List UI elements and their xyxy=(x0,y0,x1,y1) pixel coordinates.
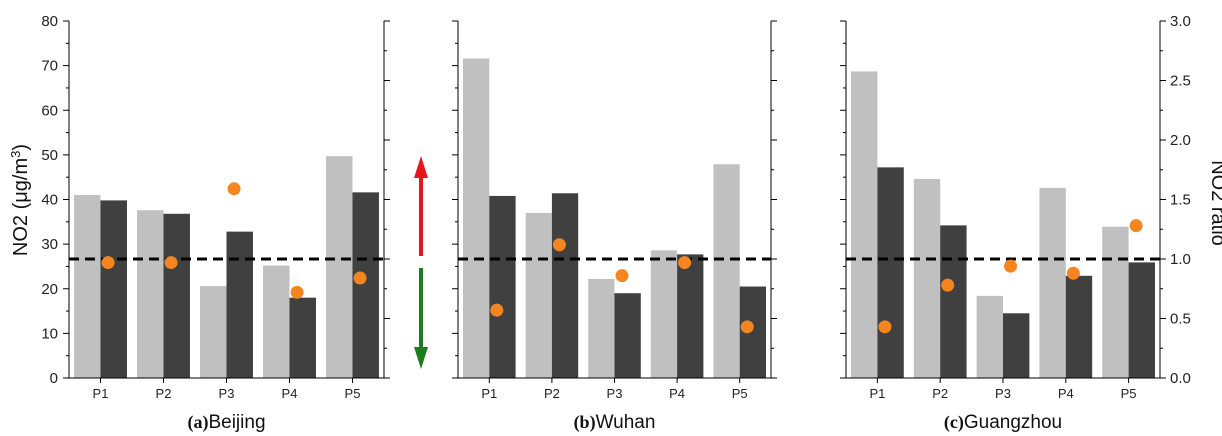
left-tick-label: 80 xyxy=(41,13,58,30)
x-tick-label: P5 xyxy=(345,386,361,401)
ratio-dot xyxy=(227,182,241,196)
right-tick-label: 0.5 xyxy=(1170,311,1191,328)
x-tick-label: P3 xyxy=(995,386,1011,401)
right-tick-label: 2.5 xyxy=(1170,73,1191,90)
panel-caption-city: Beijing xyxy=(208,412,265,433)
left-tick-label: 60 xyxy=(41,102,58,119)
x-tick-label: P2 xyxy=(544,386,560,401)
panel-guangzhou: P1 P2 P3 P4 P5 (c)Guangzhou xyxy=(840,20,1166,433)
panel-beijing: P1 P2 P3 P4 P5 (a)Beijing xyxy=(63,20,390,433)
right-tick-label: 1.5 xyxy=(1170,192,1191,209)
x-tick-label: P2 xyxy=(932,386,948,401)
x-tick-label: P1 xyxy=(93,386,109,401)
x-tick-label: P4 xyxy=(1058,386,1074,401)
ratio-dot xyxy=(490,303,504,317)
panel-caption: (c)Guangzhou xyxy=(944,412,1062,433)
ratio-dot xyxy=(1004,259,1018,273)
bar-dark xyxy=(352,192,379,378)
right-tick-label: 3.0 xyxy=(1170,13,1191,30)
bar-light xyxy=(1102,226,1129,378)
left-tick-label: 30 xyxy=(41,236,58,253)
x-tick-label: P3 xyxy=(219,386,235,401)
bar-dark xyxy=(1065,275,1093,378)
left-tick-label: 10 xyxy=(41,325,58,342)
bar-dark xyxy=(163,213,190,378)
bar-light xyxy=(1039,187,1066,378)
left-axis-title: NO2 (μg/m3) xyxy=(8,144,33,256)
ratio-dot xyxy=(290,285,304,299)
bar-light xyxy=(137,210,164,378)
ratio-dot xyxy=(353,271,367,285)
ratio-dot xyxy=(1129,219,1143,233)
bar-light xyxy=(913,178,941,378)
left-tick-label: 20 xyxy=(41,281,58,298)
x-tick-label: P2 xyxy=(156,386,172,401)
bar-light xyxy=(525,212,552,378)
x-tick-label: P1 xyxy=(869,386,885,401)
panel-caption: (a)Beijing xyxy=(187,412,265,433)
bar-dark xyxy=(940,225,967,378)
panel-caption: (b)Wuhan xyxy=(574,412,656,433)
panel-caption-city: Wuhan xyxy=(596,412,656,433)
ratio-dot xyxy=(101,256,115,270)
arrow-down-head xyxy=(414,347,428,369)
x-tick-label: P4 xyxy=(669,386,685,401)
ratio-dot xyxy=(740,320,754,334)
bar-dark xyxy=(551,193,579,378)
bar-light xyxy=(588,278,615,378)
arrow-up-head xyxy=(414,156,428,178)
bar-dark xyxy=(614,293,641,378)
ratio-dot xyxy=(678,256,692,270)
bar-dark xyxy=(289,297,316,378)
bar-dark xyxy=(489,195,516,378)
bar-light xyxy=(713,164,740,378)
bar-dark xyxy=(877,167,904,378)
bar-dark xyxy=(677,254,704,378)
bar-dark xyxy=(100,200,127,378)
x-tick-label: P4 xyxy=(282,386,298,401)
bar-light xyxy=(463,58,490,379)
bar-light xyxy=(74,195,101,378)
bar-light xyxy=(851,71,878,379)
bar-dark xyxy=(1128,262,1155,378)
left-tick-label: 0 xyxy=(50,370,58,387)
bar-light xyxy=(326,156,353,378)
panel-caption-letter: (a) xyxy=(187,412,208,433)
ratio-dot xyxy=(878,320,892,334)
ratio-dot xyxy=(615,269,629,283)
ratio-direction-arrows xyxy=(414,156,428,369)
ratio-dot xyxy=(552,238,566,252)
bar-light xyxy=(200,286,227,378)
x-tick-label: P5 xyxy=(732,386,748,401)
bar-light xyxy=(976,295,1003,378)
left-tick-label: 50 xyxy=(41,147,58,164)
ratio-dot xyxy=(164,256,178,270)
right-tick-label: 0.0 xyxy=(1170,370,1191,387)
panel-caption-city: Guangzhou xyxy=(964,412,1062,433)
ratio-dot xyxy=(1066,266,1080,280)
right-y-axis: 0.0 0.5 1.0 1.5 2.0 2.5 3.0 xyxy=(1170,13,1191,387)
right-tick-label: 1.0 xyxy=(1170,251,1191,268)
left-y-axis: 0 10 20 30 40 50 60 70 80 xyxy=(41,13,58,387)
bar-light xyxy=(263,265,290,378)
panel-caption-letter: (b) xyxy=(574,412,596,433)
right-tick-label: 2.0 xyxy=(1170,132,1191,149)
x-tick-label: P5 xyxy=(1121,386,1137,401)
bar-dark xyxy=(1003,313,1030,378)
x-tick-label: P3 xyxy=(607,386,623,401)
panel-caption-letter: (c) xyxy=(944,412,964,433)
bar-light xyxy=(650,250,678,378)
left-tick-label: 70 xyxy=(41,58,58,75)
x-tick-label: P1 xyxy=(481,386,497,401)
ratio-dot xyxy=(941,278,955,292)
panel-wuhan: P1 P2 P3 P4 P5 (b)Wuhan xyxy=(452,20,777,433)
right-axis-title: NO2 ratio xyxy=(1207,160,1222,246)
left-tick-label: 40 xyxy=(41,192,58,209)
bar-dark xyxy=(226,231,253,378)
